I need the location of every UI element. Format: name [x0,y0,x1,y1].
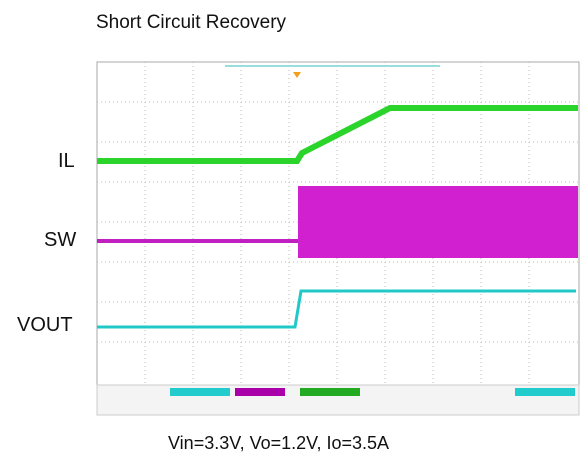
trace-label: SW [44,229,77,251]
vout-trace [97,289,576,329]
ch-indicator [515,388,575,396]
trigger-marker [293,72,301,78]
trace-label: IL [58,150,75,172]
ch-indicator [170,388,230,396]
trace-label: VOUT [17,314,73,336]
sw-switching-band [298,186,578,258]
caption: Vin=3.3V, Vo=1.2V, Io=3.5A [168,433,390,453]
il-trace [97,105,578,164]
ch-indicator [300,388,360,396]
ch-indicator [235,388,285,396]
title: Short Circuit Recovery [96,12,287,33]
